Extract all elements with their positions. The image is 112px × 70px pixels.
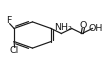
Text: F: F <box>6 16 12 25</box>
Text: O: O <box>79 21 87 30</box>
Text: Cl: Cl <box>10 46 19 55</box>
Text: NH₂: NH₂ <box>54 23 72 32</box>
Text: OH: OH <box>88 24 103 33</box>
